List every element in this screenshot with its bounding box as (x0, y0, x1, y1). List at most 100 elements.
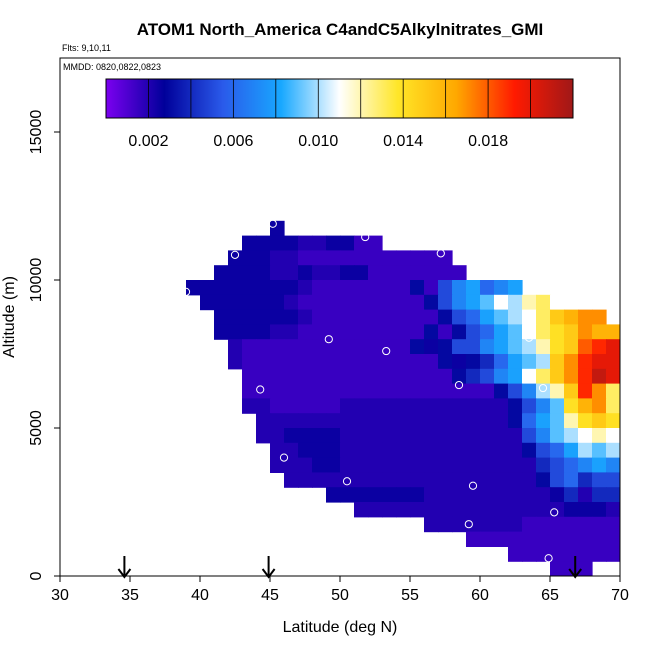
heatmap-cell (354, 280, 369, 296)
flight-marker (256, 385, 265, 394)
heatmap-cell (466, 457, 481, 473)
heatmap-cell (354, 250, 369, 266)
heatmap-cell (564, 516, 579, 533)
heatmap-cell (298, 398, 313, 414)
heatmap-cell (522, 531, 537, 547)
heatmap-cell (284, 294, 299, 311)
heatmap-cell (578, 383, 593, 399)
heatmap-cell (536, 516, 551, 533)
heatmap-cell (480, 368, 495, 385)
heatmap-cell (592, 487, 607, 503)
heatmap-cell (508, 531, 523, 547)
heatmap-cell (256, 250, 271, 266)
heatmap-cell (270, 442, 285, 459)
heatmap-cell (494, 457, 509, 473)
heatmap-cell (564, 502, 579, 518)
heatmap-cell (424, 294, 439, 311)
heatmap-cell (494, 516, 509, 533)
heatmap-cell (424, 502, 439, 518)
x-tick-label: 55 (401, 587, 419, 604)
heatmap-cell (480, 413, 495, 429)
heatmap-cell (284, 235, 299, 251)
heatmap-cell (452, 294, 467, 311)
heatmap-cell (340, 368, 355, 385)
heatmap-cell (396, 398, 411, 414)
heatmap-cell (354, 368, 369, 385)
heatmap-cell (550, 294, 565, 311)
heatmap-cell (424, 250, 439, 266)
heatmap-cell (606, 339, 620, 355)
heatmap-cell (564, 339, 579, 355)
heatmap-cell (550, 531, 565, 547)
heatmap-cell (298, 368, 313, 385)
heatmap-cell (536, 457, 551, 473)
heatmap-cell (550, 413, 565, 429)
heatmap-cell (494, 339, 509, 355)
heatmap-cell (606, 354, 620, 370)
heatmap-cell (452, 398, 467, 414)
heatmap-cell (522, 413, 537, 429)
heatmap-cell (298, 235, 313, 251)
heatmap-cell (480, 294, 495, 311)
heatmap-cell (382, 265, 397, 281)
heatmap-cell (606, 546, 620, 562)
heatmap-cell (424, 516, 439, 533)
colorbar-tick-label: 0.014 (383, 133, 423, 150)
heatmap-cell (326, 339, 341, 355)
heatmap-cell (326, 487, 341, 503)
heatmap-cell (508, 368, 523, 385)
heatmap-cell (578, 531, 593, 547)
heatmap-cell (508, 428, 523, 444)
heatmap-cell (494, 324, 509, 340)
heatmap-cell (592, 324, 607, 340)
heatmap-cell (494, 280, 509, 296)
heatmap-cell (256, 265, 271, 281)
heatmap-cell (536, 413, 551, 429)
heatmap-cell (284, 398, 299, 414)
heatmap-cell (396, 457, 411, 473)
heatmap-cell (228, 354, 243, 370)
x-tick-label: 45 (261, 587, 279, 604)
heatmap-cell (396, 472, 411, 488)
heatmap-cell (228, 294, 243, 311)
y-tick-label: 5000 (28, 410, 45, 446)
heatmap-cell (354, 235, 369, 251)
heatmap-cell (522, 383, 537, 399)
flight-marker (230, 250, 240, 259)
heatmap-cell (242, 265, 257, 281)
heatmap-cell (284, 428, 299, 444)
flight-marker (342, 477, 352, 486)
x-axis-label: Latitude (deg N) (283, 619, 398, 636)
heatmap-cell (298, 294, 313, 311)
heatmap-cell (410, 265, 425, 281)
heatmap-cell (466, 442, 481, 459)
heatmap-cell (438, 428, 453, 444)
heatmap-cell (424, 472, 439, 488)
heatmap-cell (578, 502, 593, 518)
heatmap-cell (438, 413, 453, 429)
heatmap-cell (466, 413, 481, 429)
heatmap-cell (214, 280, 229, 296)
heatmap-cells (186, 220, 620, 576)
heatmap-cell (550, 339, 565, 355)
heatmap-cell (466, 354, 481, 370)
heatmap-cell (452, 354, 467, 370)
heatmap-cell (606, 502, 620, 518)
heatmap-cell (340, 354, 355, 370)
heatmap-cell (312, 235, 327, 251)
heatmap-cell (480, 487, 495, 503)
heatmap-cell (438, 250, 453, 266)
heatmap-cell (312, 472, 327, 488)
heatmap-cell (536, 368, 551, 385)
heatmap-cell (564, 442, 579, 459)
heatmap-cell (578, 428, 593, 444)
heatmap-cell (508, 487, 523, 503)
heatmap-cell (396, 354, 411, 370)
heatmap-cell (298, 265, 313, 281)
heatmap-cell (298, 442, 313, 459)
heatmap-cell (592, 398, 607, 414)
heatmap-cell (452, 339, 467, 355)
heatmap-cell (536, 294, 551, 311)
heatmap-cell (242, 280, 257, 296)
heatmap-cell (382, 250, 397, 266)
